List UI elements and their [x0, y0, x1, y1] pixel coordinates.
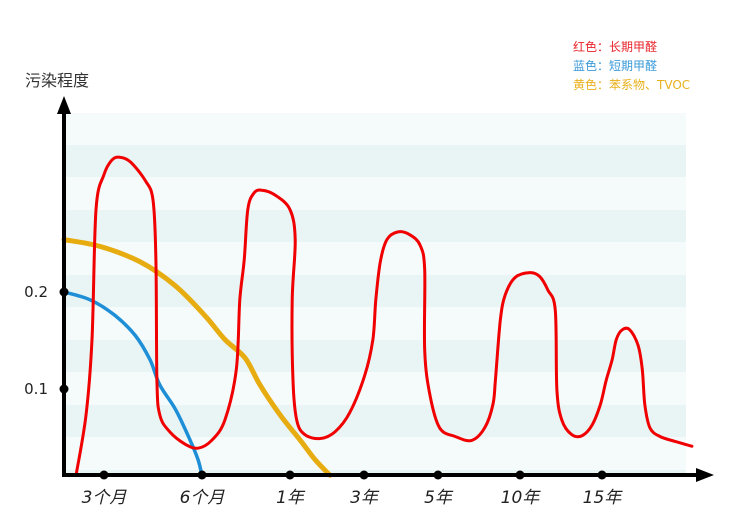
grid-band [64, 470, 686, 475]
x-tick-dot [359, 470, 369, 480]
y-tick-label: 0.1 [24, 380, 48, 398]
y-tick-dot [59, 287, 69, 297]
x-tick-label: 6个月 [180, 488, 226, 508]
x-tick-dot [433, 470, 443, 480]
grid-band [64, 210, 686, 242]
x-tick-dot [597, 470, 607, 480]
y-tick-label: 0.2 [24, 283, 48, 301]
x-tick-label: 3年 [350, 488, 380, 508]
x-tick-label: 15年 [583, 488, 624, 508]
x-tick-dot [285, 470, 295, 480]
background-bands [64, 113, 686, 475]
x-tick-dot [197, 470, 207, 480]
x-axis-arrow [696, 468, 714, 482]
y-tick-dot [59, 384, 69, 394]
x-tick-dot [515, 470, 525, 480]
y-axis-label: 污染程度 [25, 71, 89, 90]
y-axis-arrow [57, 96, 71, 114]
grid-band [64, 340, 686, 372]
legend-entry: 红色：长期甲醛 [573, 39, 657, 54]
x-tick-label: 5年 [424, 488, 454, 508]
legend-entry: 黄色：苯系物、TVOC [573, 78, 690, 92]
series-short-term-formaldehyde [62, 290, 204, 478]
legend-entry: 蓝色：短期甲醛 [573, 58, 657, 73]
x-tick-label: 1年 [276, 488, 306, 508]
x-tick-dot [99, 470, 109, 480]
x-tick-label: 3个月 [82, 488, 128, 508]
grid-band [64, 145, 686, 177]
series-long-term-formaldehyde [74, 155, 694, 477]
x-tick-label: 10年 [501, 488, 542, 508]
series-lines [61, 155, 694, 478]
series-benzene-tvoc [61, 237, 333, 478]
